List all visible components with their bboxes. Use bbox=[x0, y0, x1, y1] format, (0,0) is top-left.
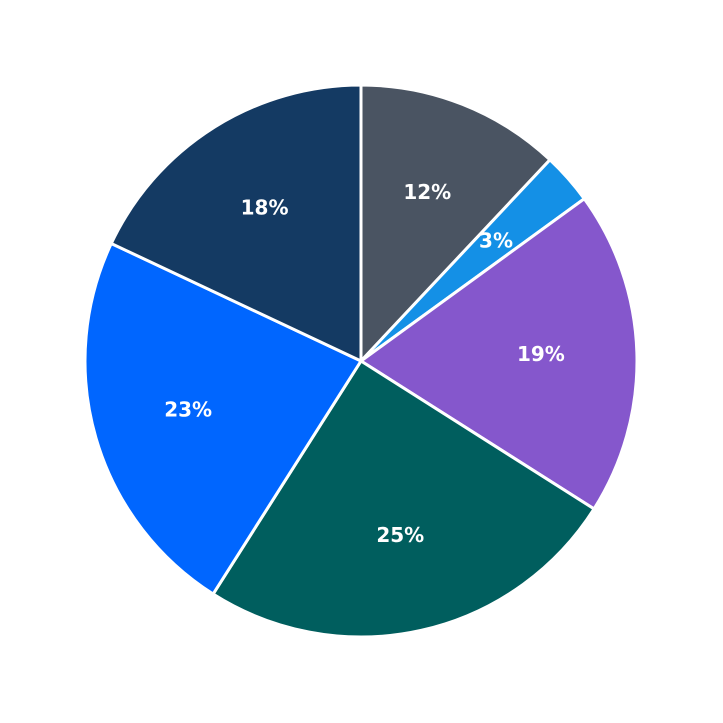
pie-slice bbox=[359, 197, 639, 511]
value-label: 25% bbox=[376, 523, 424, 547]
pie-slice bbox=[83, 241, 363, 596]
pie-slice bbox=[359, 83, 552, 363]
value-label: 23% bbox=[164, 398, 212, 422]
value-label: 18% bbox=[241, 196, 289, 220]
value-label: 3% bbox=[479, 228, 513, 252]
pie-slice bbox=[211, 359, 596, 639]
value-label: 12% bbox=[403, 180, 451, 204]
value-label: 19% bbox=[517, 342, 565, 366]
pie-slice bbox=[109, 83, 363, 363]
